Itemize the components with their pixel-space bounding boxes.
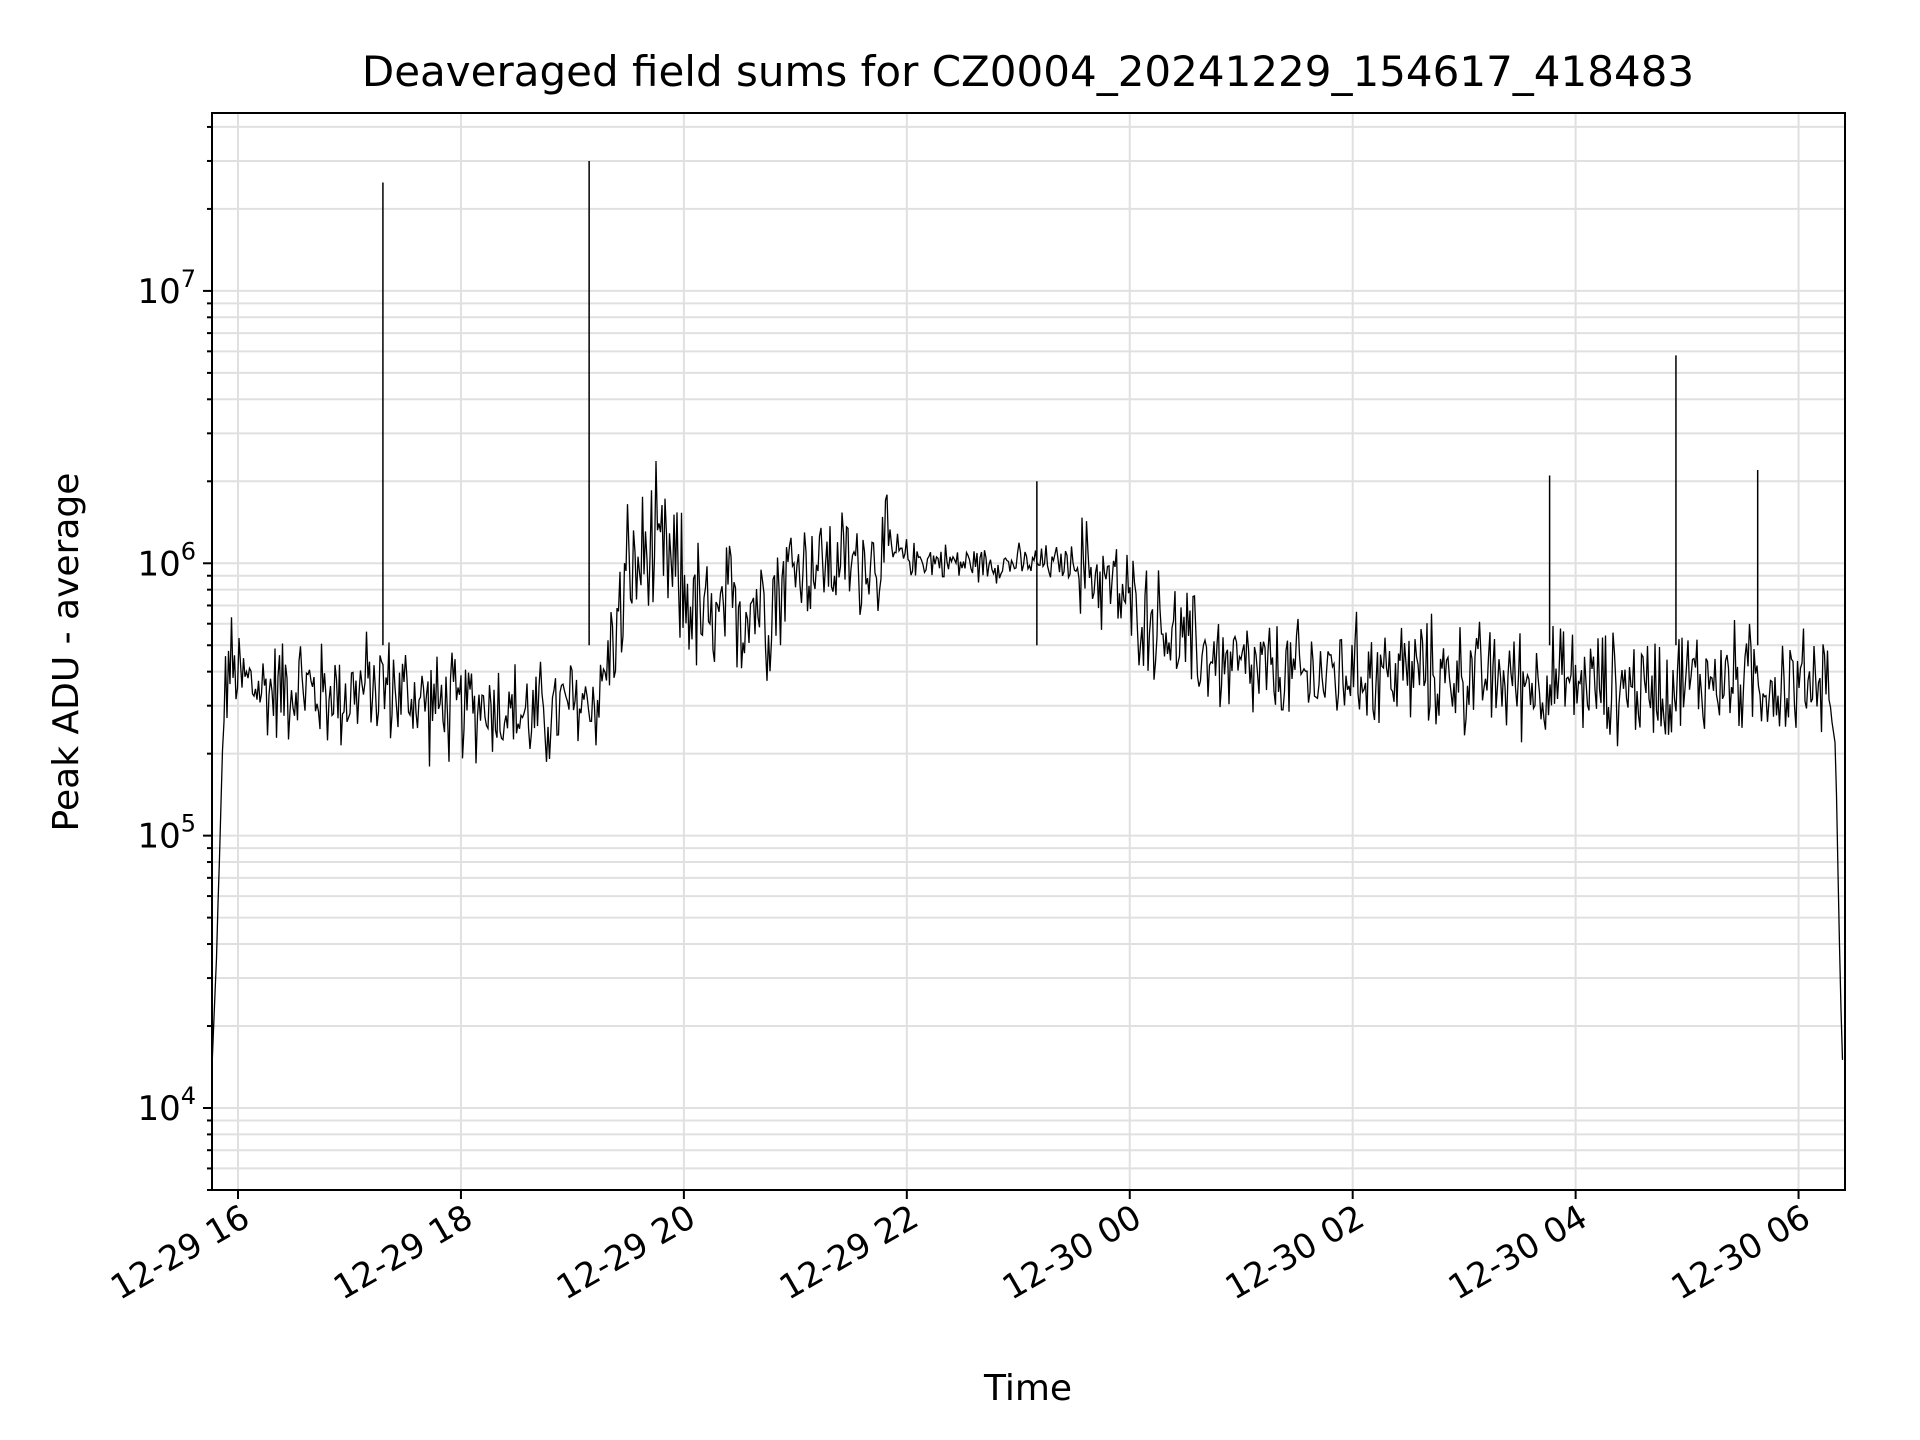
series-line: [211, 460, 1844, 1068]
series-layer: [211, 160, 1844, 1068]
y-tick-label: 105: [137, 810, 196, 857]
chart-title: Deaveraged field sums for CZ0004_2024122…: [362, 47, 1694, 96]
grid: [212, 113, 1845, 1191]
y-tick-label: 106: [137, 537, 196, 584]
y-tick-label: 107: [137, 265, 196, 312]
y-axis: 104 105 106 107: [137, 125, 212, 1191]
x-axis-label: Time: [983, 1368, 1072, 1409]
y-axis-label: Peak ADU - average: [46, 473, 87, 832]
y-tick-label: 104: [137, 1082, 196, 1129]
plot-frame: [211, 112, 1846, 1191]
